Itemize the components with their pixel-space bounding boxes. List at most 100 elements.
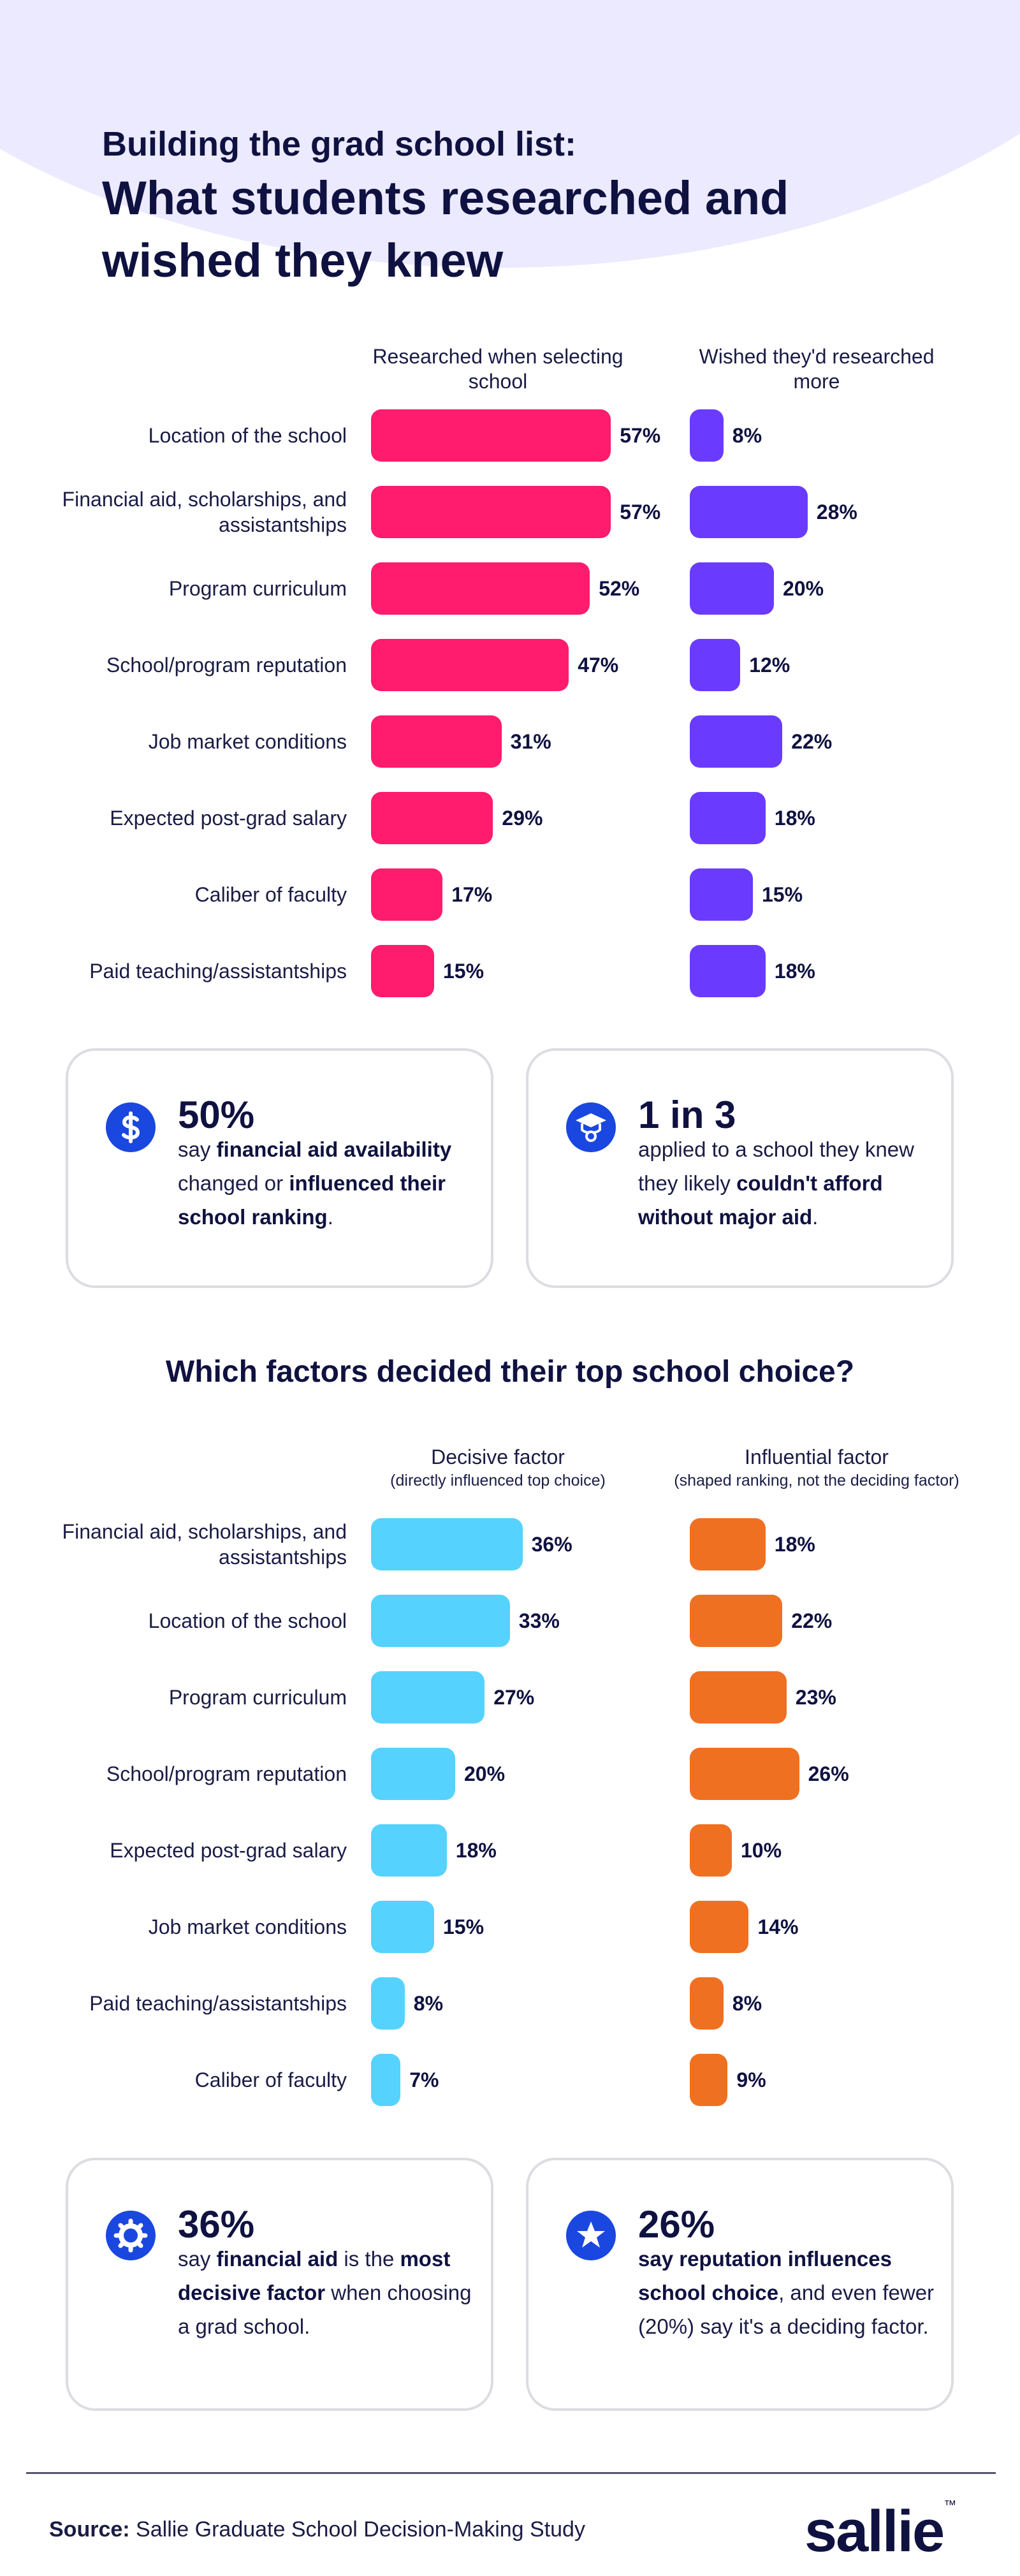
bar <box>690 1595 783 1647</box>
bar <box>371 409 611 462</box>
bar <box>690 1518 766 1570</box>
value-label: 15% <box>762 883 803 906</box>
callout-text-segment: . <box>812 1205 819 1229</box>
category-label: Paid teaching/assistantships <box>89 1992 347 2015</box>
callout-text-segment: , and even fewer (20%) say it's a decidi… <box>638 2281 935 2338</box>
star-icon <box>566 2211 616 2260</box>
value-label: 18% <box>455 1839 497 1862</box>
bar <box>690 562 774 615</box>
value-label: 33% <box>518 1609 560 1632</box>
value-label: 57% <box>620 424 661 447</box>
value-label: 26% <box>808 1762 849 1785</box>
bar <box>690 409 724 462</box>
value-label: 10% <box>741 1839 782 1862</box>
legend-label: Researched when selecting school <box>372 345 623 393</box>
legend-label: Decisive factor <box>431 1445 565 1468</box>
callout-text-segment: financial aid <box>216 2247 339 2271</box>
category-label: Paid teaching/assistantships <box>89 960 347 983</box>
kicker: Building the grad school list: <box>102 125 577 163</box>
category-label: Expected post-grad salary <box>110 807 347 830</box>
category-label: Job market conditions <box>148 1915 347 1938</box>
legend-note: (directly influenced top choice) <box>390 1472 606 1489</box>
bar <box>690 1824 732 1877</box>
bar <box>371 715 502 768</box>
callout-text-segment: most decisive factor <box>178 2247 451 2304</box>
category-label: Program curriculum <box>168 1686 347 1709</box>
category-label: Financial aid, scholarships, and assista… <box>62 488 347 536</box>
category-label: Caliber of faculty <box>194 883 347 906</box>
gear-icon <box>106 2211 156 2260</box>
bar <box>371 1671 485 1723</box>
source-text: Sallie Graduate School Decision-Making S… <box>136 2517 585 2542</box>
callout-text-segment: changed or <box>178 1171 289 1195</box>
value-label: 29% <box>502 807 543 830</box>
callout-text-segment: applied to a school they knew they likel… <box>638 1138 914 1195</box>
bar <box>690 945 766 997</box>
callout-text-segment: say reputation influences school choice <box>638 2247 892 2304</box>
trademark: ™ <box>943 2498 956 2512</box>
category-label: Program curriculum <box>168 577 347 600</box>
page-title: What students researched and wished they… <box>102 172 789 287</box>
value-label: 22% <box>791 730 833 753</box>
callout-text-segment: say <box>178 2247 217 2271</box>
value-label: 18% <box>774 960 815 983</box>
value-label: 36% <box>531 1533 572 1556</box>
value-label: 12% <box>749 654 790 677</box>
callout-text-segment: financial aid availability <box>216 1138 452 1161</box>
bar <box>371 1595 510 1647</box>
legend-label: Wished they'd researched more <box>699 345 935 393</box>
callout-text: applied to a school they knew they likel… <box>638 1132 938 1234</box>
category-label: School/program reputation <box>106 1762 347 1785</box>
value-label: 8% <box>732 424 762 447</box>
bar <box>371 792 493 844</box>
category-label: Expected post-grad salary <box>110 1839 347 1862</box>
callout-text-segment: influenced their school ranking <box>178 1171 446 1229</box>
value-label: 15% <box>443 1915 484 1938</box>
bar <box>690 715 783 768</box>
bar <box>371 486 611 538</box>
value-label: 18% <box>774 807 815 830</box>
callout-text: say reputation influences school choice,… <box>638 2242 938 2343</box>
bar <box>690 1671 787 1723</box>
bar <box>371 562 590 615</box>
bar <box>690 639 741 691</box>
category-label: Financial aid, scholarships, and assista… <box>62 1520 347 1569</box>
callout-text: say financial aid availability changed o… <box>178 1132 477 1234</box>
callout: 50% say financial aid availability chang… <box>66 1048 493 1288</box>
callout-stat: 26% <box>638 2203 715 2246</box>
header-background <box>0 0 1020 268</box>
source-label: Source: <box>49 2517 130 2542</box>
callout-text-segment: say <box>178 1138 217 1161</box>
value-label: 23% <box>795 1686 836 1709</box>
bar <box>371 639 569 691</box>
callout-stat: 1 in 3 <box>638 1094 736 1136</box>
callout-stat: 50% <box>178 1094 255 1136</box>
callout-text-segment: when choosing a grad school. <box>178 2281 472 2338</box>
source: Source: Sallie Graduate School Decision-… <box>49 2517 585 2542</box>
bar <box>371 1824 447 1877</box>
value-label: 8% <box>413 1992 444 2015</box>
callout-text-segment: . <box>327 1205 333 1229</box>
logo: sallie™ <box>805 2498 956 2565</box>
bar <box>371 1977 405 2030</box>
callout: 36% say financial aid is the most decisi… <box>66 2158 493 2411</box>
bar <box>690 1901 749 1953</box>
value-label: 22% <box>791 1609 833 1632</box>
value-label: 9% <box>736 2068 766 2091</box>
value-label: 14% <box>757 1915 799 1938</box>
value-label: 20% <box>464 1762 506 1785</box>
value-label: 7% <box>409 2068 439 2091</box>
bar <box>690 1977 724 2030</box>
callout: 1 in 3 applied to a school they knew the… <box>526 1048 954 1288</box>
value-label: 17% <box>451 883 493 906</box>
legend-note: (shaped ranking, not the deciding factor… <box>674 1472 959 1489</box>
callout-text-segment: is the <box>338 2247 400 2271</box>
value-label: 57% <box>620 501 661 523</box>
bar <box>690 792 766 844</box>
callout-text-segment: couldn't afford without major aid <box>638 1171 883 1229</box>
section-title: Which factors decided their top school c… <box>165 1355 855 1389</box>
category-label: Caliber of faculty <box>194 2068 347 2091</box>
value-label: 28% <box>816 501 857 523</box>
value-label: 18% <box>774 1533 815 1556</box>
